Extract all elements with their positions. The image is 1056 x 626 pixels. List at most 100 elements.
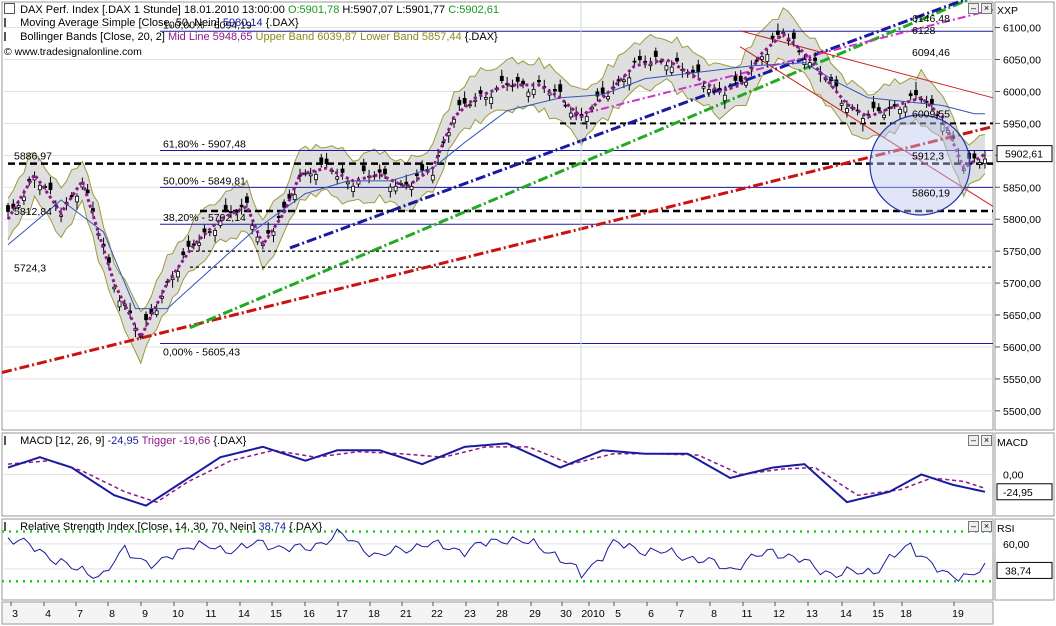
candle-body (595, 91, 600, 97)
macd-badge-label: -24,95 (1003, 487, 1033, 499)
rsi-badge (996, 561, 1053, 579)
price-tick-label: 5650,00 (1003, 310, 1041, 322)
price-annotation: 5812,84 (14, 206, 52, 218)
macd-trigger-line (7, 446, 986, 503)
source-label: © www.tradesignalonline.com (4, 46, 142, 58)
candle-body (845, 108, 849, 113)
bollinger-upper-band (7, 7, 986, 313)
pane-minimize-button[interactable]: – (968, 3, 979, 14)
candle-body (345, 181, 350, 185)
pane-close-button[interactable]: × (981, 3, 992, 14)
header-low: L:5901,77 (396, 4, 446, 16)
candle-body (170, 277, 175, 280)
time-tick-label: 10 (172, 608, 184, 620)
sma-header: Moving Average Simple [Close, 50, Nein] … (4, 17, 299, 30)
candle-body (738, 75, 743, 82)
price-tick-label: 5800,00 (1003, 214, 1041, 226)
candle-body (112, 286, 117, 290)
candle-body (972, 153, 977, 159)
candle-body (181, 251, 186, 256)
rsi-tick-label: 60,00 (1003, 539, 1029, 551)
candle-body (207, 231, 212, 234)
candle-body (69, 195, 74, 198)
candle-body (760, 56, 764, 60)
candle-body (945, 130, 950, 133)
time-tick-label: 21 (400, 608, 412, 620)
candle-body (930, 98, 934, 104)
time-tick-label: 6 (648, 608, 654, 620)
rsi-pane-close-button[interactable]: × (981, 521, 992, 532)
rsi-value: 38,74 (258, 521, 287, 533)
candle-body (876, 107, 881, 112)
macd-symbol: {.DAX} (213, 435, 247, 447)
time-tick-label: 13 (806, 608, 818, 620)
bb-symbol: {.DAX} (464, 31, 498, 43)
candle-body (266, 230, 271, 234)
candle-body (675, 57, 679, 62)
candle-body (553, 88, 557, 92)
rsi-pane-minimize-button[interactable]: – (968, 521, 979, 532)
candle-body (521, 80, 525, 85)
expand-icon[interactable] (4, 3, 15, 14)
candle-body (223, 204, 228, 211)
candle-body (664, 65, 669, 71)
time-tick-label: 14 (840, 608, 852, 620)
price-tick-label: 5850,00 (1003, 182, 1041, 194)
candle-body (866, 113, 871, 116)
candle-body (409, 186, 414, 191)
candle-body (839, 102, 844, 106)
candle-body (16, 205, 21, 208)
candle-body (765, 54, 770, 62)
candle-body (531, 88, 536, 95)
time-tick-label: 8 (711, 608, 717, 620)
price-tick-label: 5600,00 (1003, 342, 1041, 354)
candle-body (733, 75, 738, 81)
time-tick-label: 5 (615, 608, 621, 620)
candle-body (202, 228, 207, 233)
candle-body (48, 182, 53, 190)
highlight-circle (869, 114, 971, 216)
candle-body (632, 60, 637, 63)
price-tick-label: 6050,00 (1003, 54, 1041, 66)
macd-pane-close-button[interactable]: × (981, 435, 992, 446)
last-price-badge (996, 145, 1053, 163)
candle-body (308, 173, 313, 177)
candle-body (669, 66, 674, 73)
candle-body (186, 240, 191, 247)
time-tick-label: 28 (496, 608, 508, 620)
candle-body (176, 271, 180, 278)
time-tick-label: 7 (77, 608, 83, 620)
candle-body (319, 157, 324, 163)
candle-body (882, 114, 887, 118)
rsi-line (7, 528, 986, 582)
candle-body (75, 195, 79, 203)
candle-body (154, 310, 159, 315)
candle-body (335, 176, 340, 180)
indicator-toggle-icon[interactable] (4, 18, 15, 27)
time-tick-label: 11 (206, 608, 217, 620)
indicator-toggle-icon[interactable] (4, 436, 15, 445)
macd-pane-minimize-button[interactable]: – (968, 435, 979, 446)
rsi-pane-axis (994, 518, 1055, 601)
time-tick-label: 15 (270, 608, 282, 620)
candle-body (547, 92, 552, 96)
time-tick-label: 17 (336, 608, 348, 620)
candle-body (117, 300, 122, 308)
candle-body (399, 182, 403, 185)
macd-tick-label: 0,00 (1003, 470, 1024, 482)
candle-body (983, 158, 987, 165)
candle-body (324, 158, 329, 165)
candle-body (770, 35, 775, 39)
indicator-toggle-icon[interactable] (4, 32, 15, 41)
fib-level-label: 61,80% - 5907,48 (163, 139, 246, 151)
candle-body (213, 230, 217, 236)
indicator-toggle-icon[interactable] (4, 522, 15, 531)
candle-body (940, 124, 945, 132)
price-annotation: 6094,46 (912, 47, 950, 59)
candle-body (303, 172, 308, 175)
candle-body (696, 64, 701, 73)
price-annotation: 5912,3 (912, 150, 944, 162)
price-tick-label: 5750,00 (1003, 246, 1041, 258)
time-tick-label: 23 (464, 608, 476, 620)
candle-body (637, 55, 642, 61)
